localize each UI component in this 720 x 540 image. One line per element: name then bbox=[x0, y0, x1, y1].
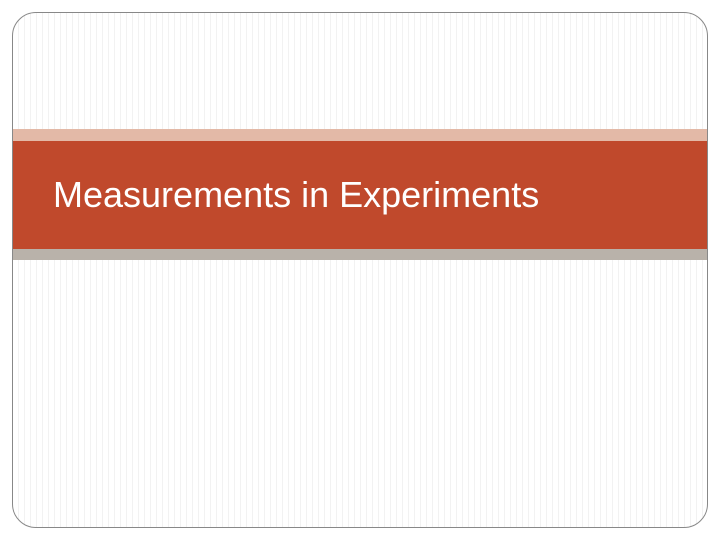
slide-frame: Measurements in Experiments bbox=[12, 12, 708, 528]
accent-stripe-top bbox=[13, 129, 707, 141]
title-band-wrapper: Measurements in Experiments bbox=[13, 129, 707, 260]
accent-stripe-bottom bbox=[13, 249, 707, 260]
title-band: Measurements in Experiments bbox=[13, 141, 707, 249]
slide-title: Measurements in Experiments bbox=[53, 174, 539, 216]
